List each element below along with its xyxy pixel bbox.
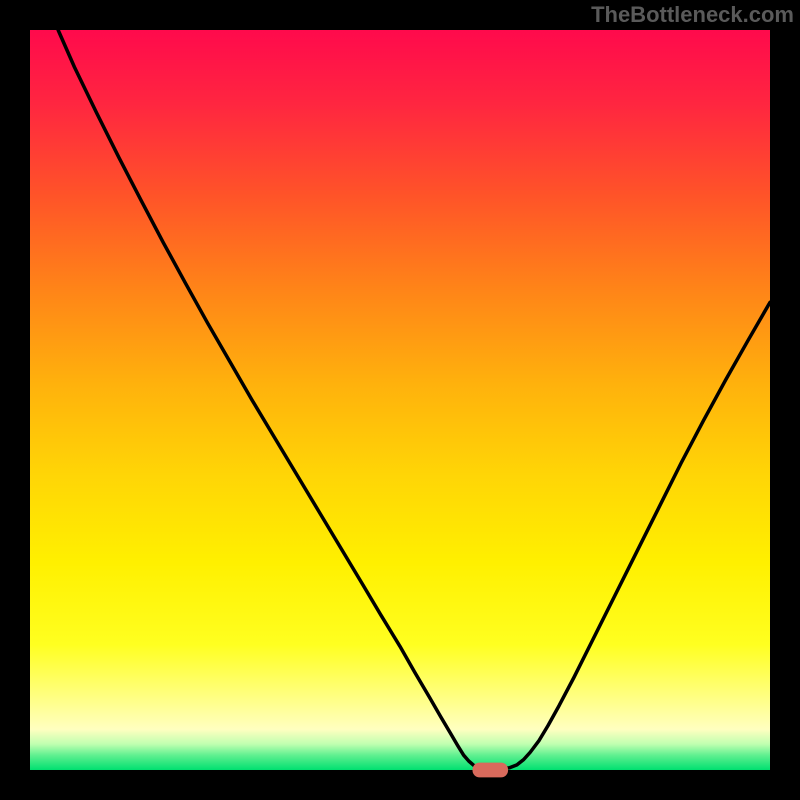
watermark-text: TheBottleneck.com: [591, 2, 794, 28]
chart-svg: [0, 0, 800, 800]
bottleneck-chart: TheBottleneck.com: [0, 0, 800, 800]
chart-plot-background: [30, 30, 770, 770]
optimum-marker: [473, 763, 509, 778]
